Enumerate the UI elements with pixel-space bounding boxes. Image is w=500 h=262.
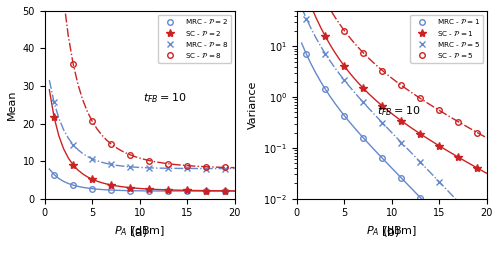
SC - $\mathcal{P} = 8$ <box>222 166 228 169</box>
MRC - $\mathcal{P} = 2$ <box>89 187 95 190</box>
SC - $\mathcal{P} = 2$ <box>108 183 114 187</box>
SC - $\mathcal{P} = 1$ <box>418 132 424 135</box>
SC - $\mathcal{P} = 2$ <box>222 189 228 192</box>
X-axis label: $P_A$ [dBm]: $P_A$ [dBm] <box>366 224 418 238</box>
Line: SC - $\mathcal{P} = 1$: SC - $\mathcal{P} = 1$ <box>302 0 482 172</box>
MRC - $\mathcal{P} = 1$ <box>360 136 366 139</box>
SC - $\mathcal{P} = 2$ <box>146 188 152 191</box>
MRC - $\mathcal{P} = 5$ <box>398 141 404 144</box>
MRC - $\mathcal{P} = 1$ <box>304 52 310 56</box>
Line: MRC - $\mathcal{P} = 5$: MRC - $\mathcal{P} = 5$ <box>304 16 480 225</box>
Line: SC - $\mathcal{P} = 2$: SC - $\mathcal{P} = 2$ <box>50 113 230 195</box>
Text: (a): (a) <box>131 226 148 239</box>
Legend: MRC - $\mathcal{P} = 2$, SC - $\mathcal{P} = 2$, MRC - $\mathcal{P} = 8$, SC - $: MRC - $\mathcal{P} = 2$, SC - $\mathcal{… <box>158 15 231 63</box>
MRC - $\mathcal{P} = 2$ <box>203 189 209 193</box>
SC - $\mathcal{P} = 1$ <box>322 35 328 38</box>
MRC - $\mathcal{P} = 5$ <box>380 121 386 124</box>
SC - $\mathcal{P} = 5$ <box>342 29 347 32</box>
SC - $\mathcal{P} = 5$ <box>380 69 386 72</box>
Line: MRC - $\mathcal{P} = 2$: MRC - $\mathcal{P} = 2$ <box>52 172 228 194</box>
SC - $\mathcal{P} = 2$ <box>89 178 95 181</box>
SC - $\mathcal{P} = 2$ <box>127 186 133 189</box>
MRC - $\mathcal{P} = 5$ <box>304 17 310 20</box>
SC - $\mathcal{P} = 1$ <box>398 119 404 122</box>
MRC - $\mathcal{P} = 1$ <box>436 216 442 219</box>
SC - $\mathcal{P} = 1$ <box>380 105 386 108</box>
SC - $\mathcal{P} = 2$ <box>203 189 209 192</box>
MRC - $\mathcal{P} = 2$ <box>51 173 57 176</box>
MRC - $\mathcal{P} = 1$ <box>322 88 328 91</box>
Text: (b): (b) <box>383 226 400 239</box>
SC - $\mathcal{P} = 1$ <box>360 87 366 90</box>
SC - $\mathcal{P} = 1$ <box>456 156 462 159</box>
MRC - $\mathcal{P} = 8$ <box>184 167 190 170</box>
MRC - $\mathcal{P} = 1$ <box>342 114 347 117</box>
MRC - $\mathcal{P} = 8$ <box>51 101 57 104</box>
SC - $\mathcal{P} = 8$ <box>184 164 190 167</box>
Line: MRC - $\mathcal{P} = 1$: MRC - $\mathcal{P} = 1$ <box>304 51 480 260</box>
Line: MRC - $\mathcal{P} = 8$: MRC - $\mathcal{P} = 8$ <box>52 100 228 171</box>
Y-axis label: Mean: Mean <box>7 90 17 120</box>
MRC - $\mathcal{P} = 8$ <box>127 165 133 168</box>
MRC - $\mathcal{P} = 5$ <box>456 200 462 203</box>
MRC - $\mathcal{P} = 1$ <box>456 236 462 239</box>
MRC - $\mathcal{P} = 8$ <box>203 167 209 170</box>
MRC - $\mathcal{P} = 8$ <box>222 167 228 170</box>
Line: SC - $\mathcal{P} = 5$: SC - $\mathcal{P} = 5$ <box>304 0 480 135</box>
SC - $\mathcal{P} = 8$ <box>127 153 133 156</box>
SC - $\mathcal{P} = 2$ <box>70 163 76 166</box>
MRC - $\mathcal{P} = 1$ <box>418 196 424 199</box>
SC - $\mathcal{P} = 1$ <box>436 144 442 148</box>
MRC - $\mathcal{P} = 5$ <box>342 79 347 82</box>
MRC - $\mathcal{P} = 2$ <box>127 189 133 192</box>
SC - $\mathcal{P} = 2$ <box>51 116 57 119</box>
Legend: MRC - $\mathcal{P} = 1$, SC - $\mathcal{P} = 1$, MRC - $\mathcal{P} = 5$, SC - $: MRC - $\mathcal{P} = 1$, SC - $\mathcal{… <box>410 15 484 63</box>
MRC - $\mathcal{P} = 1$ <box>474 256 480 259</box>
SC - $\mathcal{P} = 2$ <box>184 189 190 192</box>
SC - $\mathcal{P} = 5$ <box>418 97 424 100</box>
MRC - $\mathcal{P} = 1$ <box>398 176 404 179</box>
SC - $\mathcal{P} = 5$ <box>436 109 442 112</box>
MRC - $\mathcal{P} = 5$ <box>474 220 480 223</box>
MRC - $\mathcal{P} = 8$ <box>165 167 171 170</box>
MRC - $\mathcal{P} = 2$ <box>222 189 228 193</box>
Line: SC - $\mathcal{P} = 8$: SC - $\mathcal{P} = 8$ <box>52 0 228 170</box>
Text: $t_{FB} = 10$: $t_{FB} = 10$ <box>144 91 187 105</box>
SC - $\mathcal{P} = 1$ <box>474 167 480 170</box>
Text: $t_{FB} = 10$: $t_{FB} = 10$ <box>376 104 420 118</box>
SC - $\mathcal{P} = 8$ <box>70 62 76 65</box>
MRC - $\mathcal{P} = 1$ <box>380 157 386 160</box>
X-axis label: $P_A$ [dBm]: $P_A$ [dBm] <box>114 224 165 238</box>
MRC - $\mathcal{P} = 5$ <box>436 180 442 183</box>
SC - $\mathcal{P} = 8$ <box>108 143 114 146</box>
SC - $\mathcal{P} = 5$ <box>322 0 328 3</box>
MRC - $\mathcal{P} = 5$ <box>322 52 328 55</box>
SC - $\mathcal{P} = 1$ <box>342 64 347 68</box>
MRC - $\mathcal{P} = 8$ <box>70 143 76 146</box>
MRC - $\mathcal{P} = 2$ <box>165 189 171 193</box>
SC - $\mathcal{P} = 8$ <box>146 159 152 162</box>
SC - $\mathcal{P} = 2$ <box>165 188 171 192</box>
SC - $\mathcal{P} = 8$ <box>165 162 171 165</box>
SC - $\mathcal{P} = 8$ <box>89 119 95 123</box>
SC - $\mathcal{P} = 5$ <box>456 120 462 123</box>
MRC - $\mathcal{P} = 8$ <box>108 163 114 166</box>
SC - $\mathcal{P} = 5$ <box>360 51 366 54</box>
MRC - $\mathcal{P} = 8$ <box>146 166 152 170</box>
SC - $\mathcal{P} = 8$ <box>203 165 209 168</box>
SC - $\mathcal{P} = 5$ <box>398 84 404 87</box>
MRC - $\mathcal{P} = 2$ <box>146 189 152 193</box>
SC - $\mathcal{P} = 5$ <box>474 131 480 134</box>
MRC - $\mathcal{P} = 8$ <box>89 157 95 160</box>
MRC - $\mathcal{P} = 5$ <box>360 101 366 104</box>
MRC - $\mathcal{P} = 5$ <box>418 161 424 164</box>
MRC - $\mathcal{P} = 2$ <box>108 188 114 192</box>
MRC - $\mathcal{P} = 2$ <box>184 189 190 193</box>
Y-axis label: Variance: Variance <box>248 81 258 129</box>
MRC - $\mathcal{P} = 2$ <box>70 184 76 187</box>
